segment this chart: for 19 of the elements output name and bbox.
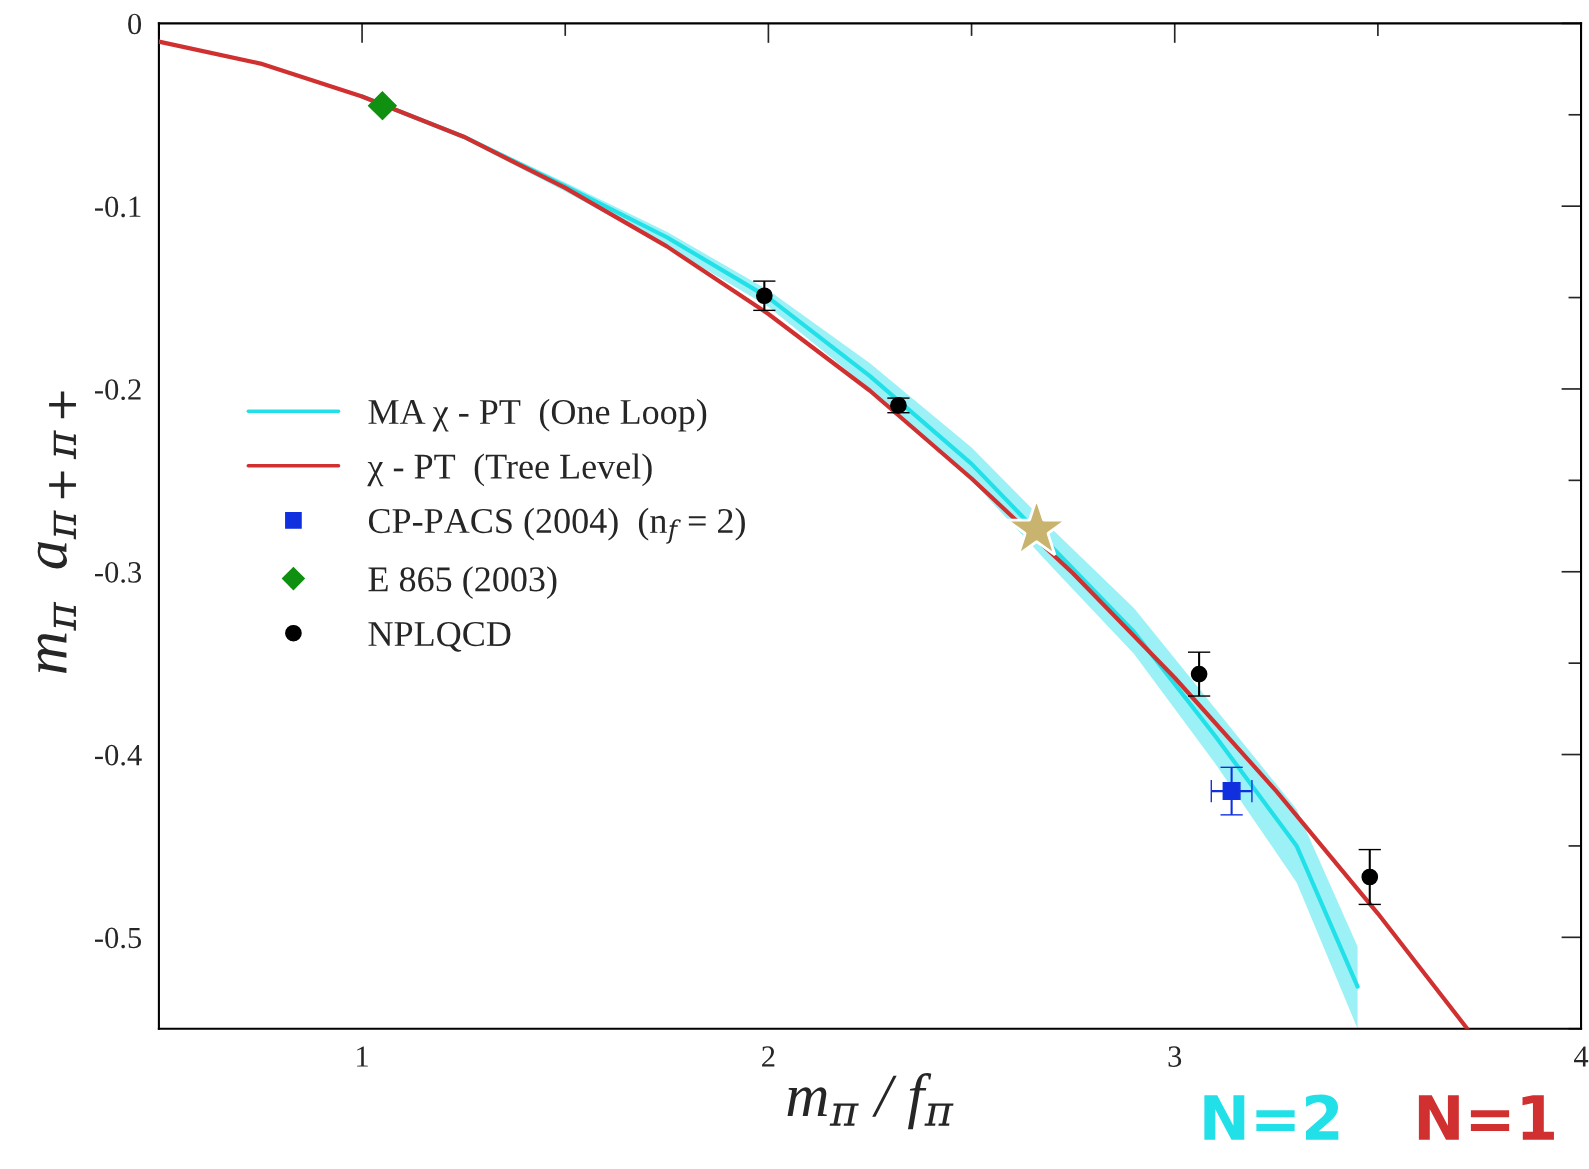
text: N=1 [1418,1095,1554,1140]
x-tick-label: 3 [1168,1046,1182,1067]
text: N=2 [1204,1094,1339,1140]
x-axis-title: m$_{π}$ / f$_{π}$ [787,1073,954,1130]
legend-label: CP-PACS (2004) (n$_{f}$ = 2) [368,507,745,544]
y-tick-label: -0.1 [95,196,141,218]
x-tick-label: 4 [1574,1046,1589,1067]
legend-label: MA χ - PT (One Loop) [368,398,707,432]
y-tick-label: 0 [128,13,142,35]
y-tick-label: -0.5 [95,927,142,949]
y-tick-label: -0.2 [95,379,141,400]
legend-label: NPLQCD [368,621,511,652]
x-tick-label: 1 [357,1046,368,1067]
y-axis-title: m$_{π}$ a$_{π+π+}$ [37,391,76,673]
y-tick-label: -0.3 [95,562,142,583]
y-tick-label: -0.4 [95,744,142,766]
legend-label: E 865 (2003) [368,566,557,599]
x-tick-label: 2 [762,1046,775,1067]
legend-label: χ - PT (Tree Level) [367,453,652,487]
